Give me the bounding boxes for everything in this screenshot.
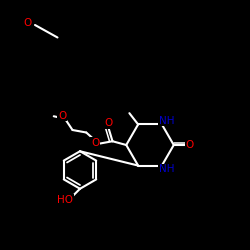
Text: O: O (186, 140, 194, 150)
Text: O: O (24, 18, 32, 28)
Text: NH: NH (158, 116, 174, 126)
Text: O: O (104, 118, 113, 128)
Text: HO: HO (57, 195, 73, 205)
Text: NH: NH (158, 164, 174, 174)
Text: O: O (91, 138, 99, 147)
Text: O: O (58, 111, 66, 121)
